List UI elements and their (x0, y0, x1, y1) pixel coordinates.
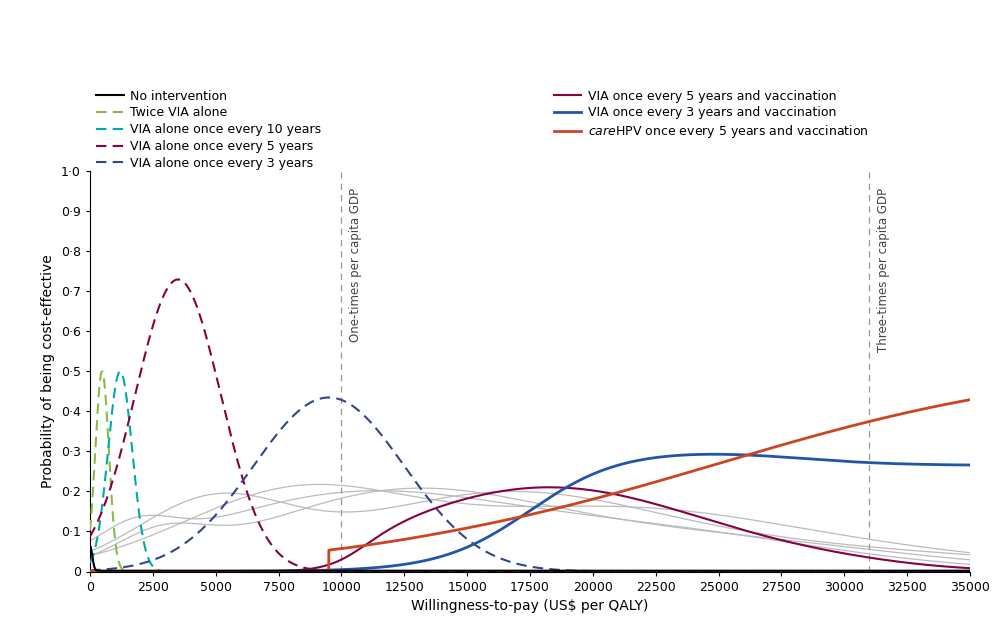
Text: Three-times per capita GDP: Three-times per capita GDP (877, 187, 890, 352)
X-axis label: Willingness-to-pay (US$ per QALY): Willingness-to-pay (US$ per QALY) (411, 599, 649, 613)
Y-axis label: Probability of being cost-effective: Probability of being cost-effective (41, 255, 55, 488)
Legend: VIA once every 5 years and vaccination, VIA once every 3 years and vaccination, : VIA once every 5 years and vaccination, … (554, 90, 868, 140)
Text: One-times per capita GDP: One-times per capita GDP (349, 187, 362, 342)
